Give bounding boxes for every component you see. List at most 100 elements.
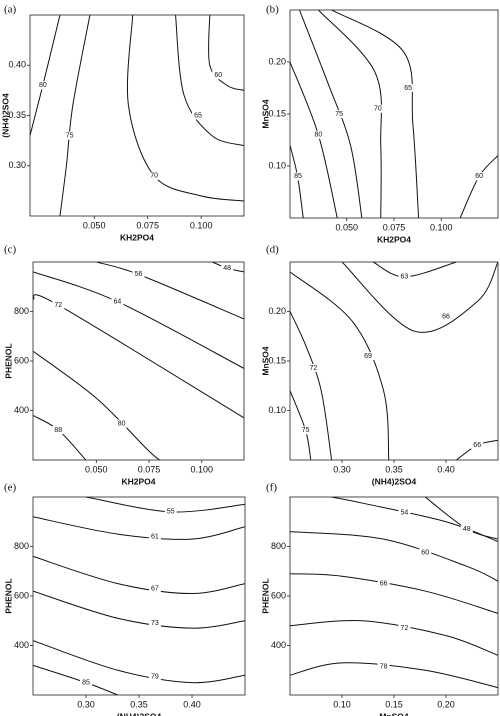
y-tick-label: 400	[14, 405, 29, 415]
contour-label: 48	[463, 526, 471, 533]
contour-label: 85	[294, 173, 302, 180]
x-tick-label: 0.40	[437, 464, 455, 474]
contour-line	[290, 662, 498, 689]
contours	[290, 262, 498, 460]
panel-label: (d)	[266, 244, 279, 256]
contour-label: 70	[374, 106, 382, 113]
contour-label: 75	[66, 132, 74, 139]
plot-frame	[32, 496, 246, 696]
contours	[33, 262, 244, 460]
x-tick-label: 0.050	[85, 464, 108, 474]
contour-label-bg	[80, 678, 92, 687]
y-tick-label: 0.35	[8, 110, 26, 120]
contour-label-bg	[148, 532, 161, 541]
contour-label: 72	[54, 302, 62, 309]
contour-label-bg	[148, 672, 161, 681]
contour-label-bg	[307, 363, 320, 372]
contour-line	[290, 311, 333, 460]
contour-label: 85	[82, 679, 90, 686]
contour-label-bg	[191, 111, 204, 120]
x-tick-label: 0.075	[136, 220, 159, 230]
y-axis-label: PHENOL	[260, 578, 270, 613]
contour-label-bg	[398, 624, 411, 633]
x-axis-label: KH2PO4	[121, 476, 155, 486]
contour-label: 66	[473, 442, 481, 449]
contour-label-bg	[398, 272, 411, 281]
y-tick-label: 0.40	[8, 60, 26, 70]
y-axis-label: (NH4)2SO4	[0, 93, 10, 138]
x-tick-label: 0.075	[138, 464, 161, 474]
contour-label: 72	[401, 625, 409, 632]
contour-label-bg	[52, 301, 65, 310]
x-tick-label: 0.30	[333, 464, 351, 474]
contour-label: 65	[404, 85, 412, 92]
contour-line	[33, 664, 118, 695]
contour-label-bg	[148, 584, 161, 593]
contour-label-bg	[111, 297, 124, 306]
y-tick-label: 0.15	[268, 108, 286, 118]
y-tick-label: 0.10	[268, 405, 286, 415]
contour-line	[33, 640, 245, 684]
panel-label: (e)	[4, 482, 17, 494]
contour-label-bg	[221, 264, 234, 273]
y-tick-label: 400	[271, 640, 286, 650]
contour-label-bg	[419, 548, 432, 557]
contour-line	[290, 573, 498, 614]
y-tick-label: 800	[14, 541, 29, 551]
contour-label: 80	[39, 82, 47, 89]
contour-label-bg	[377, 579, 390, 588]
contour-label-bg	[312, 130, 325, 139]
contour-line	[290, 619, 498, 656]
contour-label-bg	[333, 110, 346, 118]
panel: (e) 55 61 67 73 79 85 0.30 0.35 0.40 400 600 800 (NH4…	[3, 482, 246, 716]
contour-label-bg	[440, 312, 452, 321]
x-tick-label: 0.35	[130, 699, 148, 709]
contour-label: 66	[442, 313, 450, 320]
plot-frame	[289, 261, 499, 461]
x-tick-label: 0.050	[83, 220, 106, 230]
contour-label: 48	[223, 265, 231, 272]
contour-label: 80	[118, 420, 126, 427]
contour-line	[372, 262, 457, 278]
contour-label: 69	[364, 353, 372, 360]
y-tick-label: 0.20	[268, 306, 286, 316]
contour-line	[290, 531, 498, 582]
x-tick-label: 0.050	[335, 222, 358, 232]
x-axis-label: (NH4)2SO4	[117, 711, 162, 716]
contours	[33, 497, 245, 695]
x-tick-label: 0.20	[437, 699, 455, 709]
x-tick-label: 0.10	[333, 699, 351, 709]
x-tick-label: 0.100	[191, 464, 214, 474]
contours	[290, 10, 498, 218]
y-axis-label: MnSO4	[260, 346, 270, 376]
contours	[30, 15, 244, 216]
contour-label-bg	[371, 104, 384, 113]
y-tick-label: 600	[271, 590, 286, 600]
contour-label-bg	[52, 426, 65, 435]
panel: (a) 80 75 70 65 60 0.050 0.075 0.100 0.30 0.35 0.40…	[0, 4, 245, 242]
panel: (b) 65 70 75 80 85 60 0.050 0.075 0.100 0.10 0.15 0.…	[260, 4, 499, 244]
contour-label-bg	[63, 131, 76, 140]
contour-line	[290, 61, 338, 218]
contour-line	[341, 262, 498, 333]
contour-label-bg	[471, 441, 484, 450]
contour-line	[33, 516, 245, 540]
contour-label-bg	[292, 172, 304, 181]
contour-label: 78	[380, 663, 388, 670]
y-tick-label: 400	[14, 640, 29, 650]
x-axis-label: (NH4)2SO4	[372, 476, 417, 486]
y-tick-label: 0.20	[268, 56, 286, 66]
contour-line	[317, 10, 382, 218]
contour-line	[331, 497, 498, 543]
contour-label: 79	[151, 673, 159, 680]
contour-label: 60	[421, 550, 429, 557]
contour-line	[33, 271, 244, 369]
contour-label: 54	[401, 509, 409, 516]
contour-label: 61	[151, 533, 159, 540]
x-tick-label: 0.075	[383, 222, 406, 232]
x-tick-label: 0.15	[385, 699, 403, 709]
contour-label: 63	[401, 274, 409, 281]
contour-line	[33, 555, 245, 595]
contour-label: 64	[114, 298, 122, 305]
contour-label: 66	[380, 580, 388, 587]
